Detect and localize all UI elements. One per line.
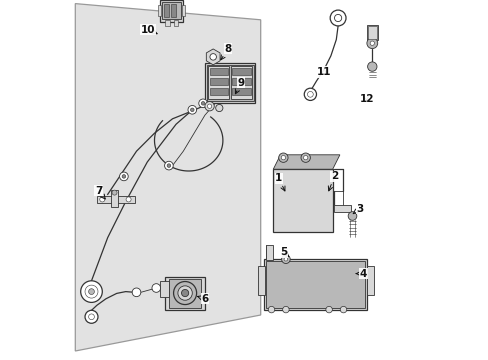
Circle shape — [201, 102, 204, 105]
Circle shape — [325, 306, 332, 313]
Circle shape — [167, 164, 170, 167]
Circle shape — [207, 104, 211, 108]
Bar — [160, 281, 168, 297]
Text: 6: 6 — [197, 294, 208, 304]
Circle shape — [281, 255, 289, 264]
Bar — [168, 279, 201, 308]
Bar — [231, 68, 250, 75]
Bar — [366, 25, 377, 40]
Circle shape — [304, 88, 316, 100]
Bar — [97, 196, 134, 203]
Circle shape — [347, 212, 356, 220]
Circle shape — [209, 54, 216, 60]
Bar — [367, 26, 376, 39]
Bar — [160, 0, 183, 22]
Circle shape — [268, 306, 274, 313]
Text: 3: 3 — [352, 204, 363, 214]
Bar — [162, 2, 181, 19]
Circle shape — [181, 289, 188, 297]
Polygon shape — [206, 49, 220, 65]
Polygon shape — [75, 4, 260, 351]
Text: 2: 2 — [327, 171, 337, 191]
Text: 1: 1 — [275, 173, 285, 191]
Circle shape — [88, 314, 94, 320]
Circle shape — [85, 310, 98, 323]
Circle shape — [126, 197, 131, 202]
Bar — [265, 245, 272, 260]
Text: 12: 12 — [359, 94, 373, 104]
Circle shape — [112, 190, 117, 195]
Circle shape — [307, 91, 313, 97]
Text: 8: 8 — [220, 44, 231, 60]
Bar — [257, 266, 264, 295]
Circle shape — [367, 62, 376, 71]
Circle shape — [190, 108, 194, 112]
Bar — [231, 78, 250, 85]
Bar — [366, 266, 373, 295]
Bar — [204, 63, 255, 103]
Bar — [208, 66, 229, 99]
Text: 4: 4 — [355, 269, 366, 279]
Circle shape — [199, 99, 207, 108]
Bar — [170, 4, 176, 17]
Text: 7: 7 — [95, 186, 105, 199]
Text: 11: 11 — [316, 67, 330, 77]
Circle shape — [173, 282, 196, 305]
Polygon shape — [273, 155, 339, 169]
Circle shape — [215, 104, 223, 112]
Circle shape — [100, 197, 104, 202]
Bar — [230, 66, 251, 99]
Text: 10: 10 — [141, 24, 157, 35]
Circle shape — [187, 105, 196, 114]
Circle shape — [152, 284, 160, 292]
Circle shape — [278, 153, 287, 162]
Bar — [111, 190, 118, 207]
Circle shape — [178, 286, 192, 300]
Bar — [209, 88, 228, 95]
Circle shape — [369, 41, 374, 45]
Circle shape — [329, 10, 346, 26]
Bar — [231, 88, 250, 95]
Circle shape — [120, 172, 128, 181]
Text: 9: 9 — [235, 78, 244, 94]
Bar — [206, 65, 253, 101]
Circle shape — [301, 153, 310, 162]
Bar — [165, 20, 169, 26]
Bar — [182, 5, 185, 16]
Circle shape — [366, 38, 377, 49]
Circle shape — [132, 288, 141, 297]
Bar — [165, 277, 204, 310]
Bar — [209, 68, 228, 75]
Circle shape — [282, 306, 288, 313]
Circle shape — [204, 102, 214, 111]
Bar — [265, 261, 365, 308]
Bar — [173, 20, 178, 26]
Bar — [264, 259, 366, 310]
Bar — [209, 78, 228, 85]
Circle shape — [88, 289, 94, 294]
Circle shape — [81, 281, 102, 302]
Circle shape — [284, 257, 287, 261]
Circle shape — [164, 161, 173, 170]
Circle shape — [303, 156, 307, 160]
Circle shape — [85, 285, 98, 298]
Circle shape — [122, 175, 125, 178]
Circle shape — [334, 14, 341, 22]
Circle shape — [340, 306, 346, 313]
Circle shape — [281, 156, 285, 160]
Bar — [273, 169, 332, 232]
Bar — [333, 205, 350, 212]
Text: 5: 5 — [280, 247, 288, 257]
Bar — [158, 5, 161, 16]
Bar — [163, 4, 168, 17]
